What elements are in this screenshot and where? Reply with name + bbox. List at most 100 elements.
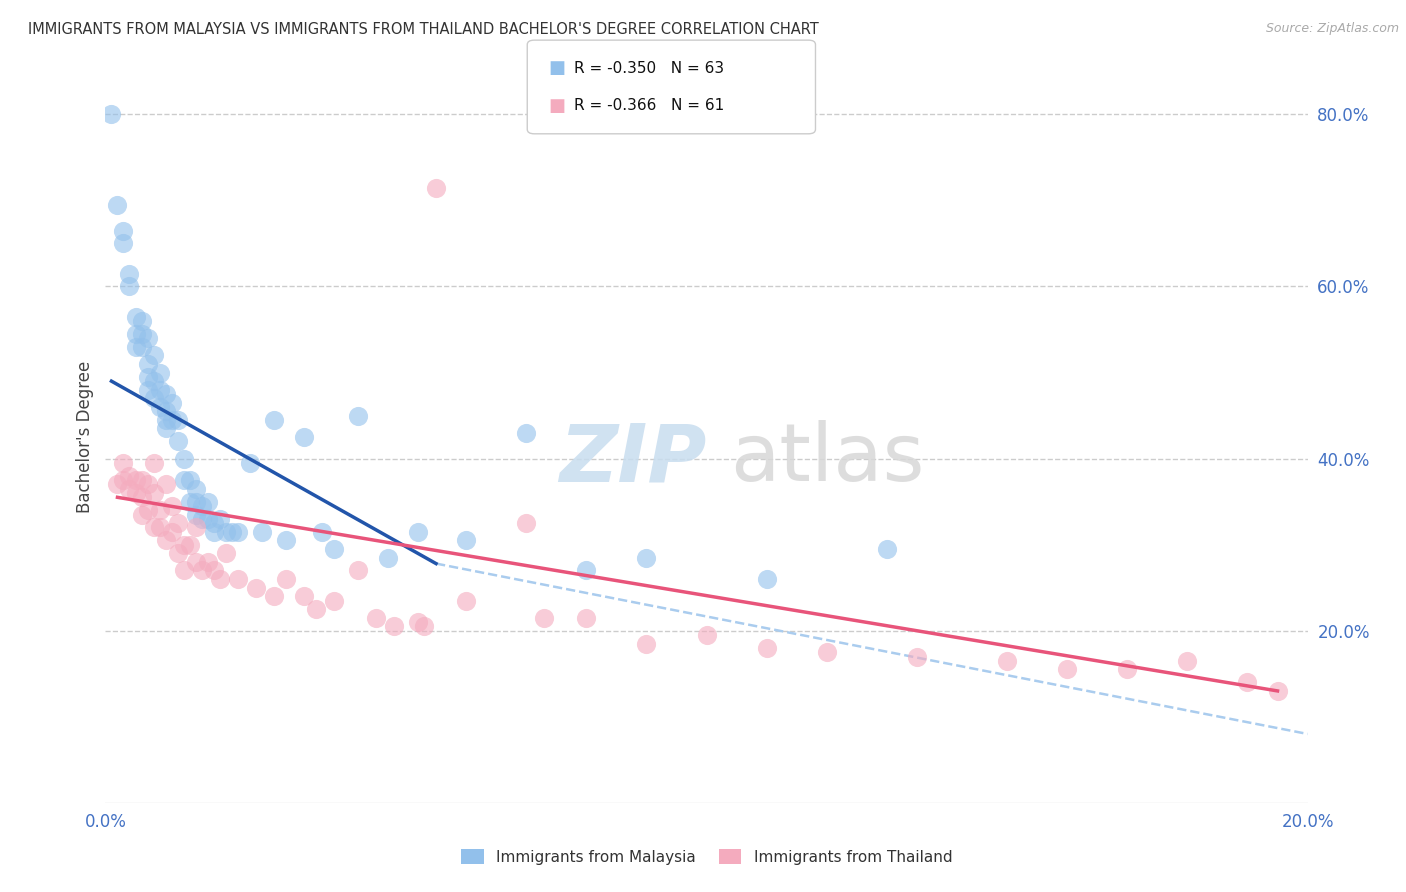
Point	[347, 409, 370, 423]
Point	[124, 326, 146, 341]
Point	[515, 516, 537, 530]
Point	[142, 348, 165, 362]
Point	[245, 581, 267, 595]
Point	[160, 395, 183, 409]
Point	[173, 473, 195, 487]
Point	[136, 477, 159, 491]
Point	[166, 516, 188, 530]
Point	[263, 589, 285, 603]
Point	[755, 572, 778, 586]
Point	[131, 491, 153, 505]
Point	[322, 541, 344, 556]
Text: ZIP: ZIP	[560, 420, 707, 498]
Legend: Immigrants from Malaysia, Immigrants from Thailand: Immigrants from Malaysia, Immigrants fro…	[461, 848, 952, 864]
Point	[160, 413, 183, 427]
Point	[179, 473, 201, 487]
Point	[905, 649, 928, 664]
Point	[112, 456, 135, 470]
Point	[136, 331, 159, 345]
Point	[197, 555, 219, 569]
Point	[413, 619, 436, 633]
Point	[322, 593, 344, 607]
Point	[118, 482, 141, 496]
Text: atlas: atlas	[731, 420, 925, 498]
Point	[136, 503, 159, 517]
Point	[124, 473, 146, 487]
Point	[124, 310, 146, 324]
Point	[406, 615, 429, 629]
Point	[155, 477, 177, 491]
Point	[107, 198, 129, 212]
Point	[136, 369, 159, 384]
Text: R = -0.350   N = 63: R = -0.350 N = 63	[574, 61, 724, 76]
Point	[160, 524, 183, 539]
Point	[533, 611, 555, 625]
Point	[377, 550, 399, 565]
Point	[142, 392, 165, 406]
Point	[292, 430, 315, 444]
Point	[155, 421, 177, 435]
Point	[136, 357, 159, 371]
Point	[755, 640, 778, 655]
Point	[155, 387, 177, 401]
Point	[202, 524, 225, 539]
Point	[148, 366, 170, 380]
Point	[173, 538, 195, 552]
Point	[131, 314, 153, 328]
Point	[148, 400, 170, 414]
Point	[155, 404, 177, 418]
Point	[197, 494, 219, 508]
Point	[311, 524, 333, 539]
Point	[274, 533, 297, 548]
Point	[382, 619, 405, 633]
Point	[815, 645, 838, 659]
Point	[148, 383, 170, 397]
Point	[131, 508, 153, 522]
Point	[160, 499, 183, 513]
Point	[1116, 662, 1139, 676]
Point	[142, 374, 165, 388]
Point	[636, 637, 658, 651]
Point	[131, 473, 153, 487]
Point	[100, 107, 122, 121]
Point	[148, 520, 170, 534]
Point	[112, 473, 135, 487]
Point	[184, 508, 207, 522]
Point	[636, 550, 658, 565]
Point	[214, 524, 236, 539]
Point	[250, 524, 273, 539]
Point	[184, 520, 207, 534]
Point	[190, 499, 212, 513]
Point	[184, 555, 207, 569]
Point	[197, 512, 219, 526]
Point	[226, 572, 249, 586]
Text: IMMIGRANTS FROM MALAYSIA VS IMMIGRANTS FROM THAILAND BACHELOR'S DEGREE CORRELATI: IMMIGRANTS FROM MALAYSIA VS IMMIGRANTS F…	[28, 22, 818, 37]
Text: ■: ■	[548, 60, 565, 78]
Point	[214, 546, 236, 560]
Y-axis label: Bachelor's Degree: Bachelor's Degree	[76, 361, 94, 513]
Point	[1236, 675, 1258, 690]
Point	[136, 383, 159, 397]
Text: Source: ZipAtlas.com: Source: ZipAtlas.com	[1265, 22, 1399, 36]
Point	[208, 512, 231, 526]
Point	[406, 524, 429, 539]
Point	[575, 564, 598, 578]
Point	[995, 654, 1018, 668]
Point	[1175, 654, 1198, 668]
Point	[184, 494, 207, 508]
Point	[239, 456, 262, 470]
Point	[575, 611, 598, 625]
Point	[179, 538, 201, 552]
Point	[155, 533, 177, 548]
Point	[142, 520, 165, 534]
Point	[112, 223, 135, 237]
Point	[347, 564, 370, 578]
Point	[184, 482, 207, 496]
Point	[876, 541, 898, 556]
Point	[166, 434, 188, 449]
Point	[202, 516, 225, 530]
Point	[202, 564, 225, 578]
Point	[190, 512, 212, 526]
Point	[155, 413, 177, 427]
Point	[515, 425, 537, 440]
